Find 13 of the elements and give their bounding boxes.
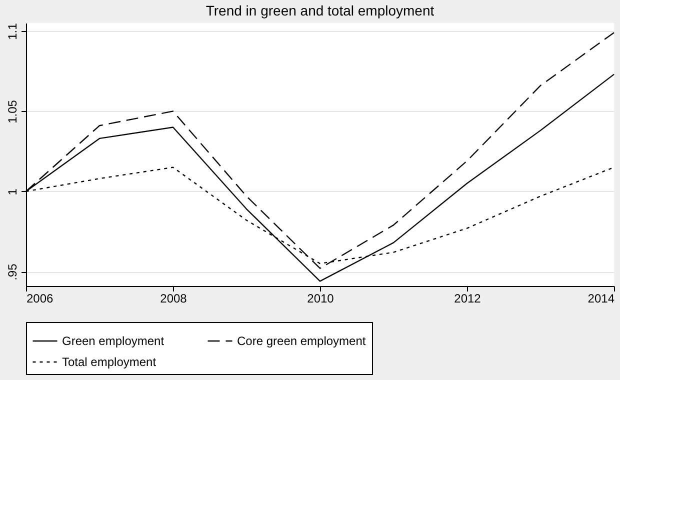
y-tick-label: 1.1 bbox=[6, 22, 20, 40]
x-tick-label: 2006 bbox=[26, 292, 54, 306]
legend-label: Total employment bbox=[62, 355, 157, 369]
chart-title: Trend in green and total employment bbox=[206, 2, 434, 19]
y-tick-label: 1 bbox=[6, 188, 20, 196]
legend-label: Green employment bbox=[62, 334, 165, 348]
y-tick-label: .95 bbox=[6, 263, 20, 280]
y-tick-label: 1.05 bbox=[6, 100, 20, 124]
x-tick-label: 2008 bbox=[160, 292, 188, 306]
legend-label: Core green employment bbox=[237, 334, 366, 348]
x-tick-label: 2010 bbox=[307, 292, 334, 306]
x-tick-label: 2012 bbox=[454, 292, 482, 306]
x-tick-label: 2014 bbox=[588, 292, 615, 306]
